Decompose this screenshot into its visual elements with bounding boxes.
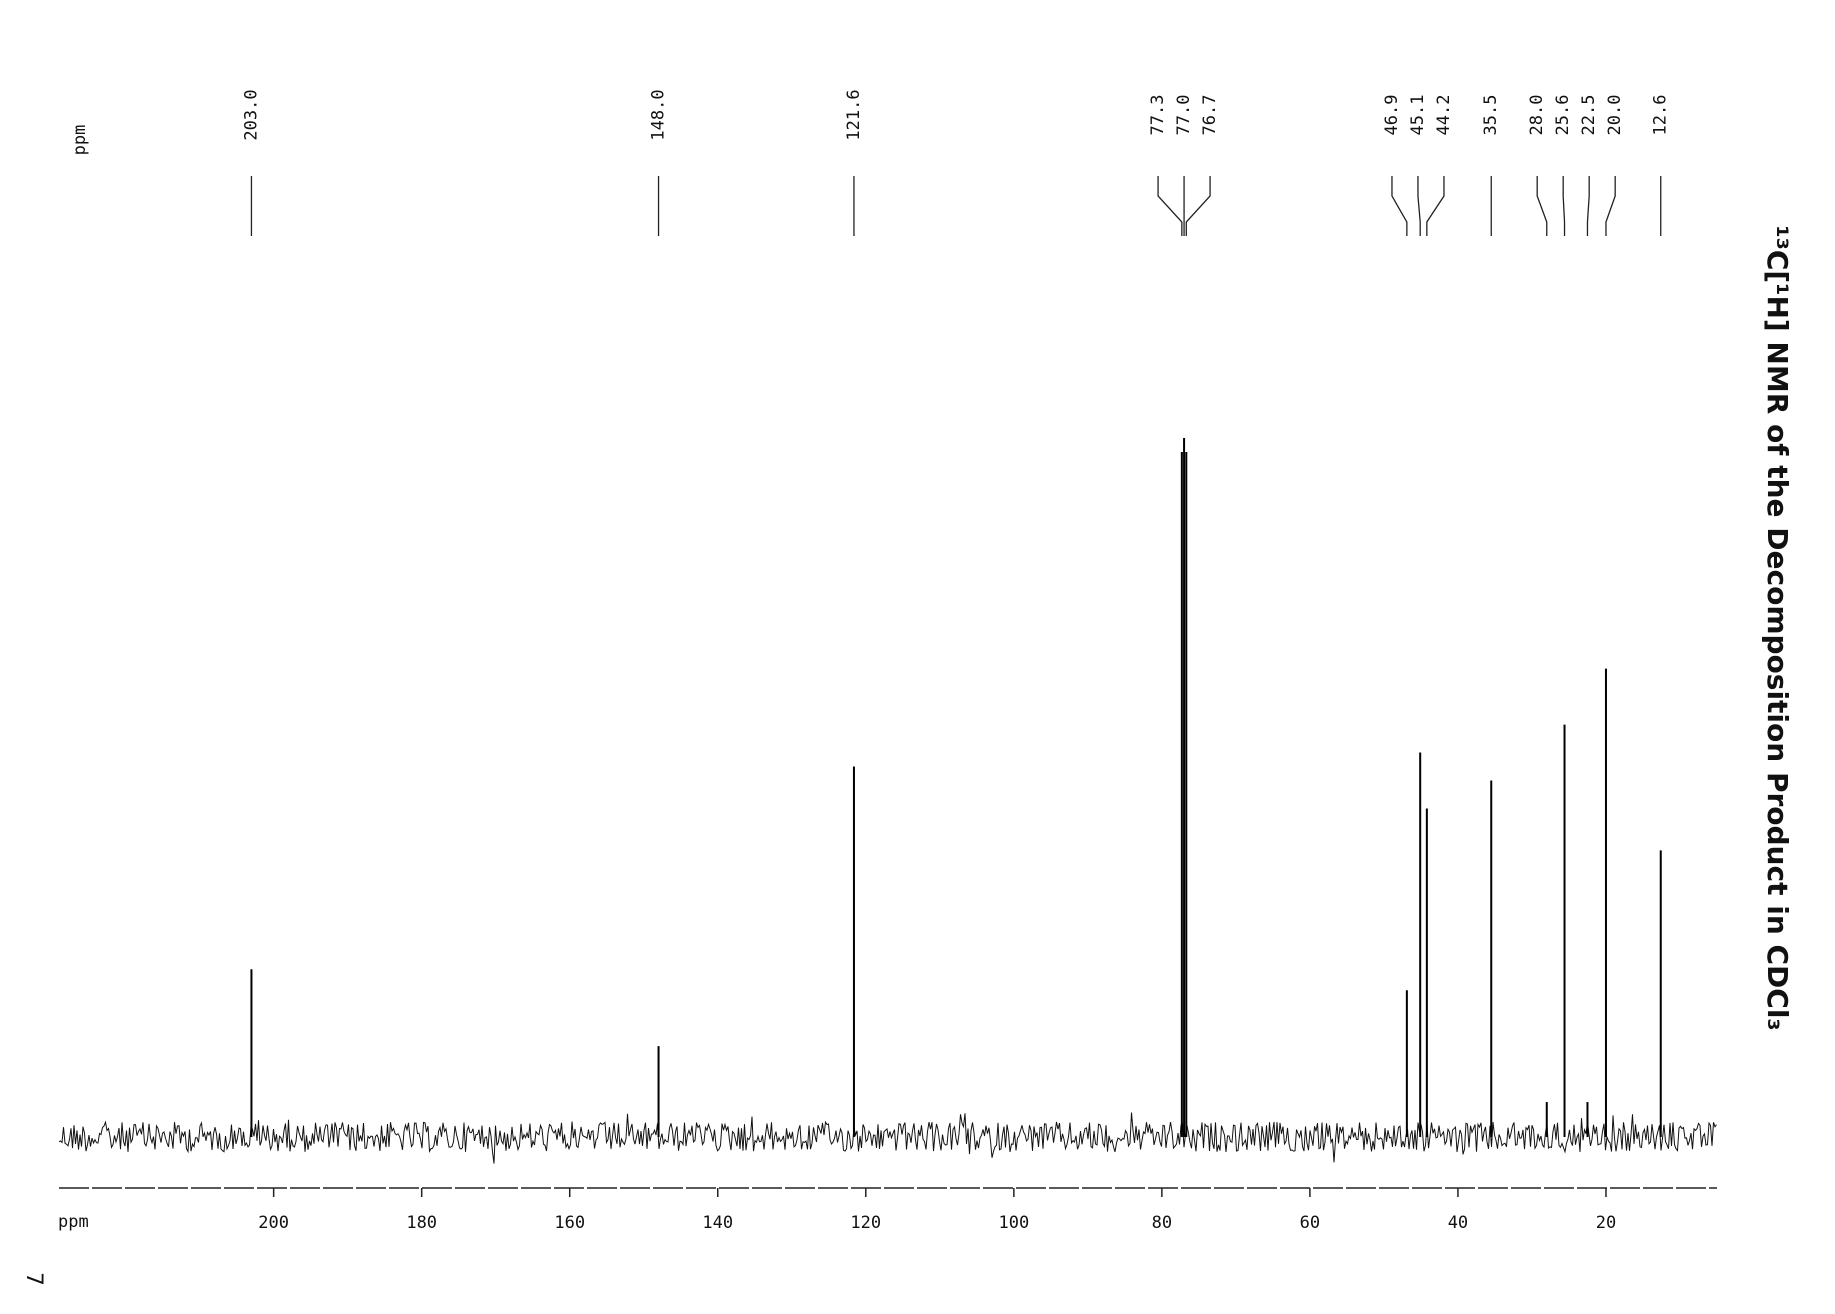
- peak-label: 76.7: [1200, 95, 1220, 136]
- x-tick-label: 200: [258, 1213, 289, 1233]
- peak-label: 22.5: [1579, 95, 1599, 136]
- peak-label: 45.1: [1408, 95, 1428, 136]
- peak-label-connector: [1605, 176, 1616, 236]
- peak-label: 12.6: [1651, 95, 1671, 136]
- x-tick-label: 120: [850, 1213, 881, 1233]
- peak-label-connector: [1417, 176, 1421, 236]
- peak-label: 77.3: [1148, 95, 1168, 136]
- x-tick-label: 80: [1152, 1213, 1172, 1233]
- peak-label: 28.0: [1527, 95, 1547, 136]
- peak-label: 35.5: [1481, 95, 1501, 136]
- peak-label-connector: [1185, 176, 1211, 236]
- peak-label-connector: [1536, 176, 1548, 236]
- page-number: 7: [21, 1272, 46, 1285]
- peak-label: 77.0: [1174, 95, 1194, 136]
- peak-label: 20.0: [1605, 95, 1625, 136]
- peak-label: 148.0: [649, 89, 669, 140]
- x-axis-label: ppm: [58, 1212, 89, 1232]
- peak-label-connector: [1586, 176, 1590, 236]
- x-tick-label: 180: [406, 1213, 437, 1233]
- peak-label: 203.0: [241, 89, 261, 140]
- x-tick-label: 100: [998, 1213, 1029, 1233]
- x-tick-label: 160: [554, 1213, 585, 1233]
- peak-label: 46.9: [1382, 95, 1402, 136]
- x-tick-label: 60: [1300, 1213, 1320, 1233]
- baseline-noise: [58, 1112, 1717, 1164]
- chart-title: ¹³C[¹H] NMR of the Decomposition Product…: [1761, 225, 1794, 1030]
- peak-label-connector: [1391, 176, 1408, 236]
- peak-label: 25.6: [1553, 95, 1573, 136]
- peak-label: 121.6: [844, 89, 864, 140]
- x-tick-label: 140: [702, 1213, 733, 1233]
- peak-label: 44.2: [1434, 95, 1454, 136]
- peak-label-connector: [1562, 176, 1566, 236]
- x-tick-label: 40: [1448, 1213, 1468, 1233]
- x-tick-label: 20: [1596, 1213, 1616, 1233]
- peak-label-connector: [1426, 176, 1445, 236]
- peak-label-connector: [1157, 176, 1183, 236]
- peak-label-header: ppm: [70, 125, 90, 156]
